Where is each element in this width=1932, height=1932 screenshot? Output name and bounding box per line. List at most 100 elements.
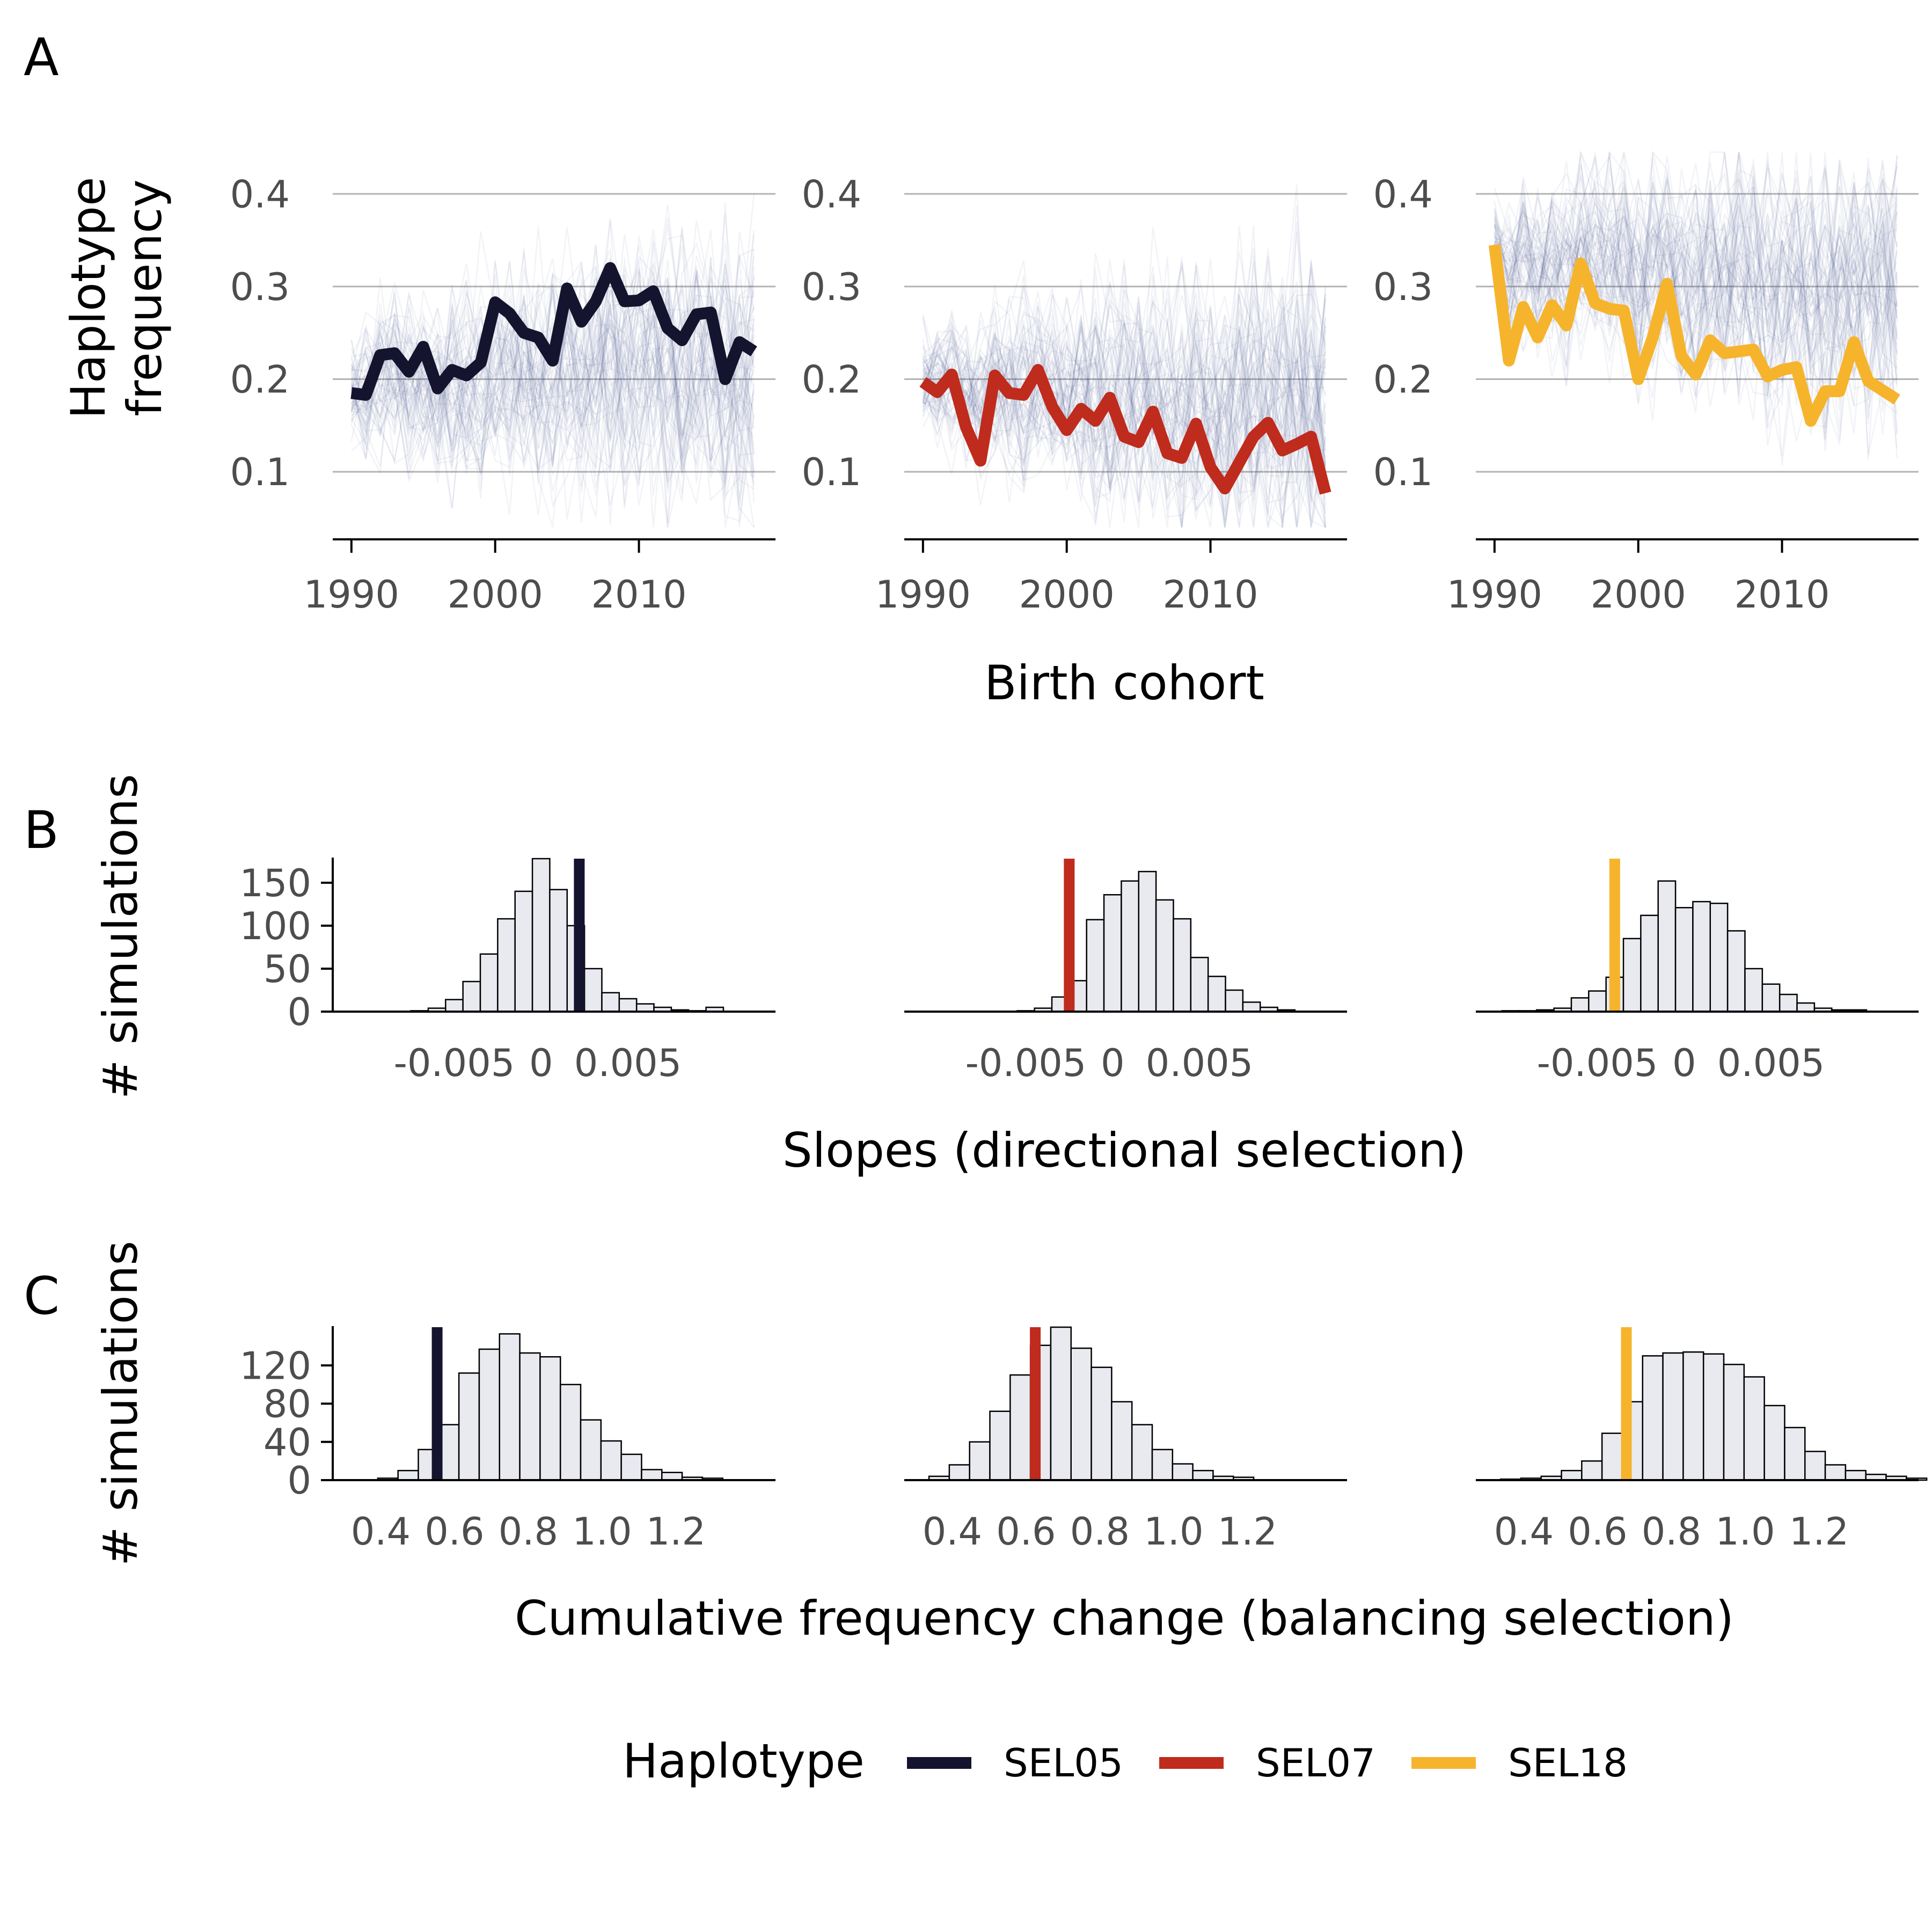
simulation-trajectory (1494, 152, 1898, 429)
histogram-bar (539, 1356, 561, 1481)
histogram-bar (1845, 1469, 1867, 1481)
simulation-trajectory (922, 284, 1327, 508)
simulation-trajectory (1494, 181, 1898, 419)
simulation-trajectory (350, 259, 755, 474)
simulation-trajectory (350, 257, 755, 494)
simulation-trajectory (1494, 179, 1898, 396)
histogram-bar (1121, 880, 1140, 1013)
simulation-trajectory (350, 225, 755, 502)
y-tick-label: 0 (287, 990, 311, 1034)
simulation-trajectory (351, 241, 755, 466)
simulation-trajectory (350, 274, 755, 475)
simulation-trajectory (1494, 152, 1898, 386)
simulation-trajectory (922, 294, 1327, 528)
panel-a-facet-sel07: 0.1 0.2 0.3 0.4 1990 2000 2010 (802, 172, 1347, 617)
simulation-trajectory (350, 257, 754, 528)
x-tick-label: 0.005 (574, 1041, 682, 1085)
simulation-trajectory (1494, 152, 1898, 413)
y-tick-label: 0.3 (230, 265, 290, 309)
histogram-bar (1561, 1469, 1583, 1481)
histogram-bar (1190, 956, 1209, 1013)
simulation-trajectory (1494, 169, 1898, 399)
simulation-trajectory (351, 273, 755, 469)
x-tick-label: 2000 (1591, 573, 1686, 617)
simulation-trajectory (350, 224, 755, 488)
x-tick-label: 1.0 (1144, 1510, 1203, 1554)
panel-b-facet-sel18: -0.005 0 0.005 (1476, 859, 1919, 1085)
simulation-trajectory (350, 286, 755, 442)
simulation-trajectory (1494, 152, 1898, 369)
histogram-bar (1622, 938, 1642, 1013)
x-tick-label: 0.8 (499, 1510, 558, 1554)
histogram-bar (1674, 907, 1694, 1013)
histogram-bar (661, 1472, 683, 1481)
y-tick-label: 100 (239, 904, 311, 948)
simulation-trajectory (1494, 186, 1898, 395)
histogram-bar (397, 1469, 419, 1481)
x-tick-label: 2000 (448, 573, 543, 617)
y-tick-label: 0.4 (230, 172, 290, 216)
simulation-trajectory (351, 291, 755, 439)
simulation-trajectory (1494, 152, 1898, 409)
x-tick-label: -0.005 (965, 1041, 1087, 1085)
simulation-trajectory (922, 274, 1327, 511)
histogram-bar (580, 1419, 602, 1481)
y-axis-title-line: Haplotype (61, 177, 116, 419)
histogram-bar (1779, 993, 1798, 1013)
simulation-trajectory (1494, 152, 1898, 459)
simulation-trajectory (1494, 152, 1898, 360)
simulation-lines (1494, 149, 1898, 466)
observed-line-sel07 (919, 364, 1331, 495)
simulation-trajectory (351, 231, 755, 441)
simulation-trajectory (351, 276, 755, 442)
simulation-trajectory (350, 293, 755, 471)
y-tick-label: 50 (264, 947, 311, 991)
simulation-trajectory (1494, 156, 1898, 446)
histogram-bar (479, 953, 499, 1013)
histogram-bar (519, 1352, 541, 1481)
histogram-bar (1009, 1374, 1031, 1481)
simulation-trajectory (1494, 152, 1898, 357)
histogram-bar (445, 999, 464, 1013)
simulation-trajectory (1494, 175, 1898, 434)
x-tick-label: 2010 (1162, 573, 1258, 617)
y-tick-label: 0.2 (1373, 358, 1433, 402)
panel-a-y-axis-title: Haplotypefrequency (61, 177, 172, 419)
simulation-trajectory (922, 247, 1326, 486)
simulation-trajectory (1494, 173, 1898, 440)
x-tick-label: 0.4 (351, 1510, 411, 1554)
histogram-bar (601, 992, 620, 1013)
histogram-bar (497, 918, 516, 1013)
simulation-trajectory (1494, 209, 1898, 360)
x-tick-label: 0.005 (1146, 1041, 1253, 1085)
x-tick-label: 0.8 (1070, 1510, 1130, 1554)
simulation-lines (922, 184, 1327, 529)
x-tick-label: 1.0 (572, 1510, 632, 1554)
histogram-bar (1763, 1404, 1785, 1481)
x-tick-label: 1990 (1447, 573, 1542, 617)
simulation-trajectory (350, 287, 755, 523)
simulation-trajectory (350, 218, 755, 461)
y-tick-label: 0.1 (230, 450, 290, 494)
histogram-bar (1761, 983, 1781, 1013)
panel-b-y-axis-title: # simulations (93, 774, 148, 1099)
simulation-trajectory (1494, 179, 1898, 399)
simulation-trajectory (351, 229, 755, 511)
y-tick-label: 0.3 (802, 265, 861, 309)
x-tick-label: 0.6 (996, 1510, 1056, 1554)
simulation-trajectory (350, 249, 755, 528)
simulation-trajectory (1494, 163, 1898, 457)
histogram-bar (1207, 976, 1226, 1013)
simulation-trajectory (1494, 171, 1898, 336)
histogram-bar (635, 1003, 655, 1013)
simulation-trajectory (1494, 155, 1898, 374)
simulation-trajectory (350, 245, 755, 483)
simulation-trajectory (350, 268, 755, 471)
simulation-trajectory (923, 282, 1327, 528)
simulation-trajectory (350, 248, 755, 487)
y-tick-label: 80 (264, 1382, 311, 1426)
legend-label-sel07: SEL07 (1256, 1740, 1375, 1785)
simulation-trajectory (351, 231, 755, 509)
histogram-bar (1824, 1464, 1847, 1481)
